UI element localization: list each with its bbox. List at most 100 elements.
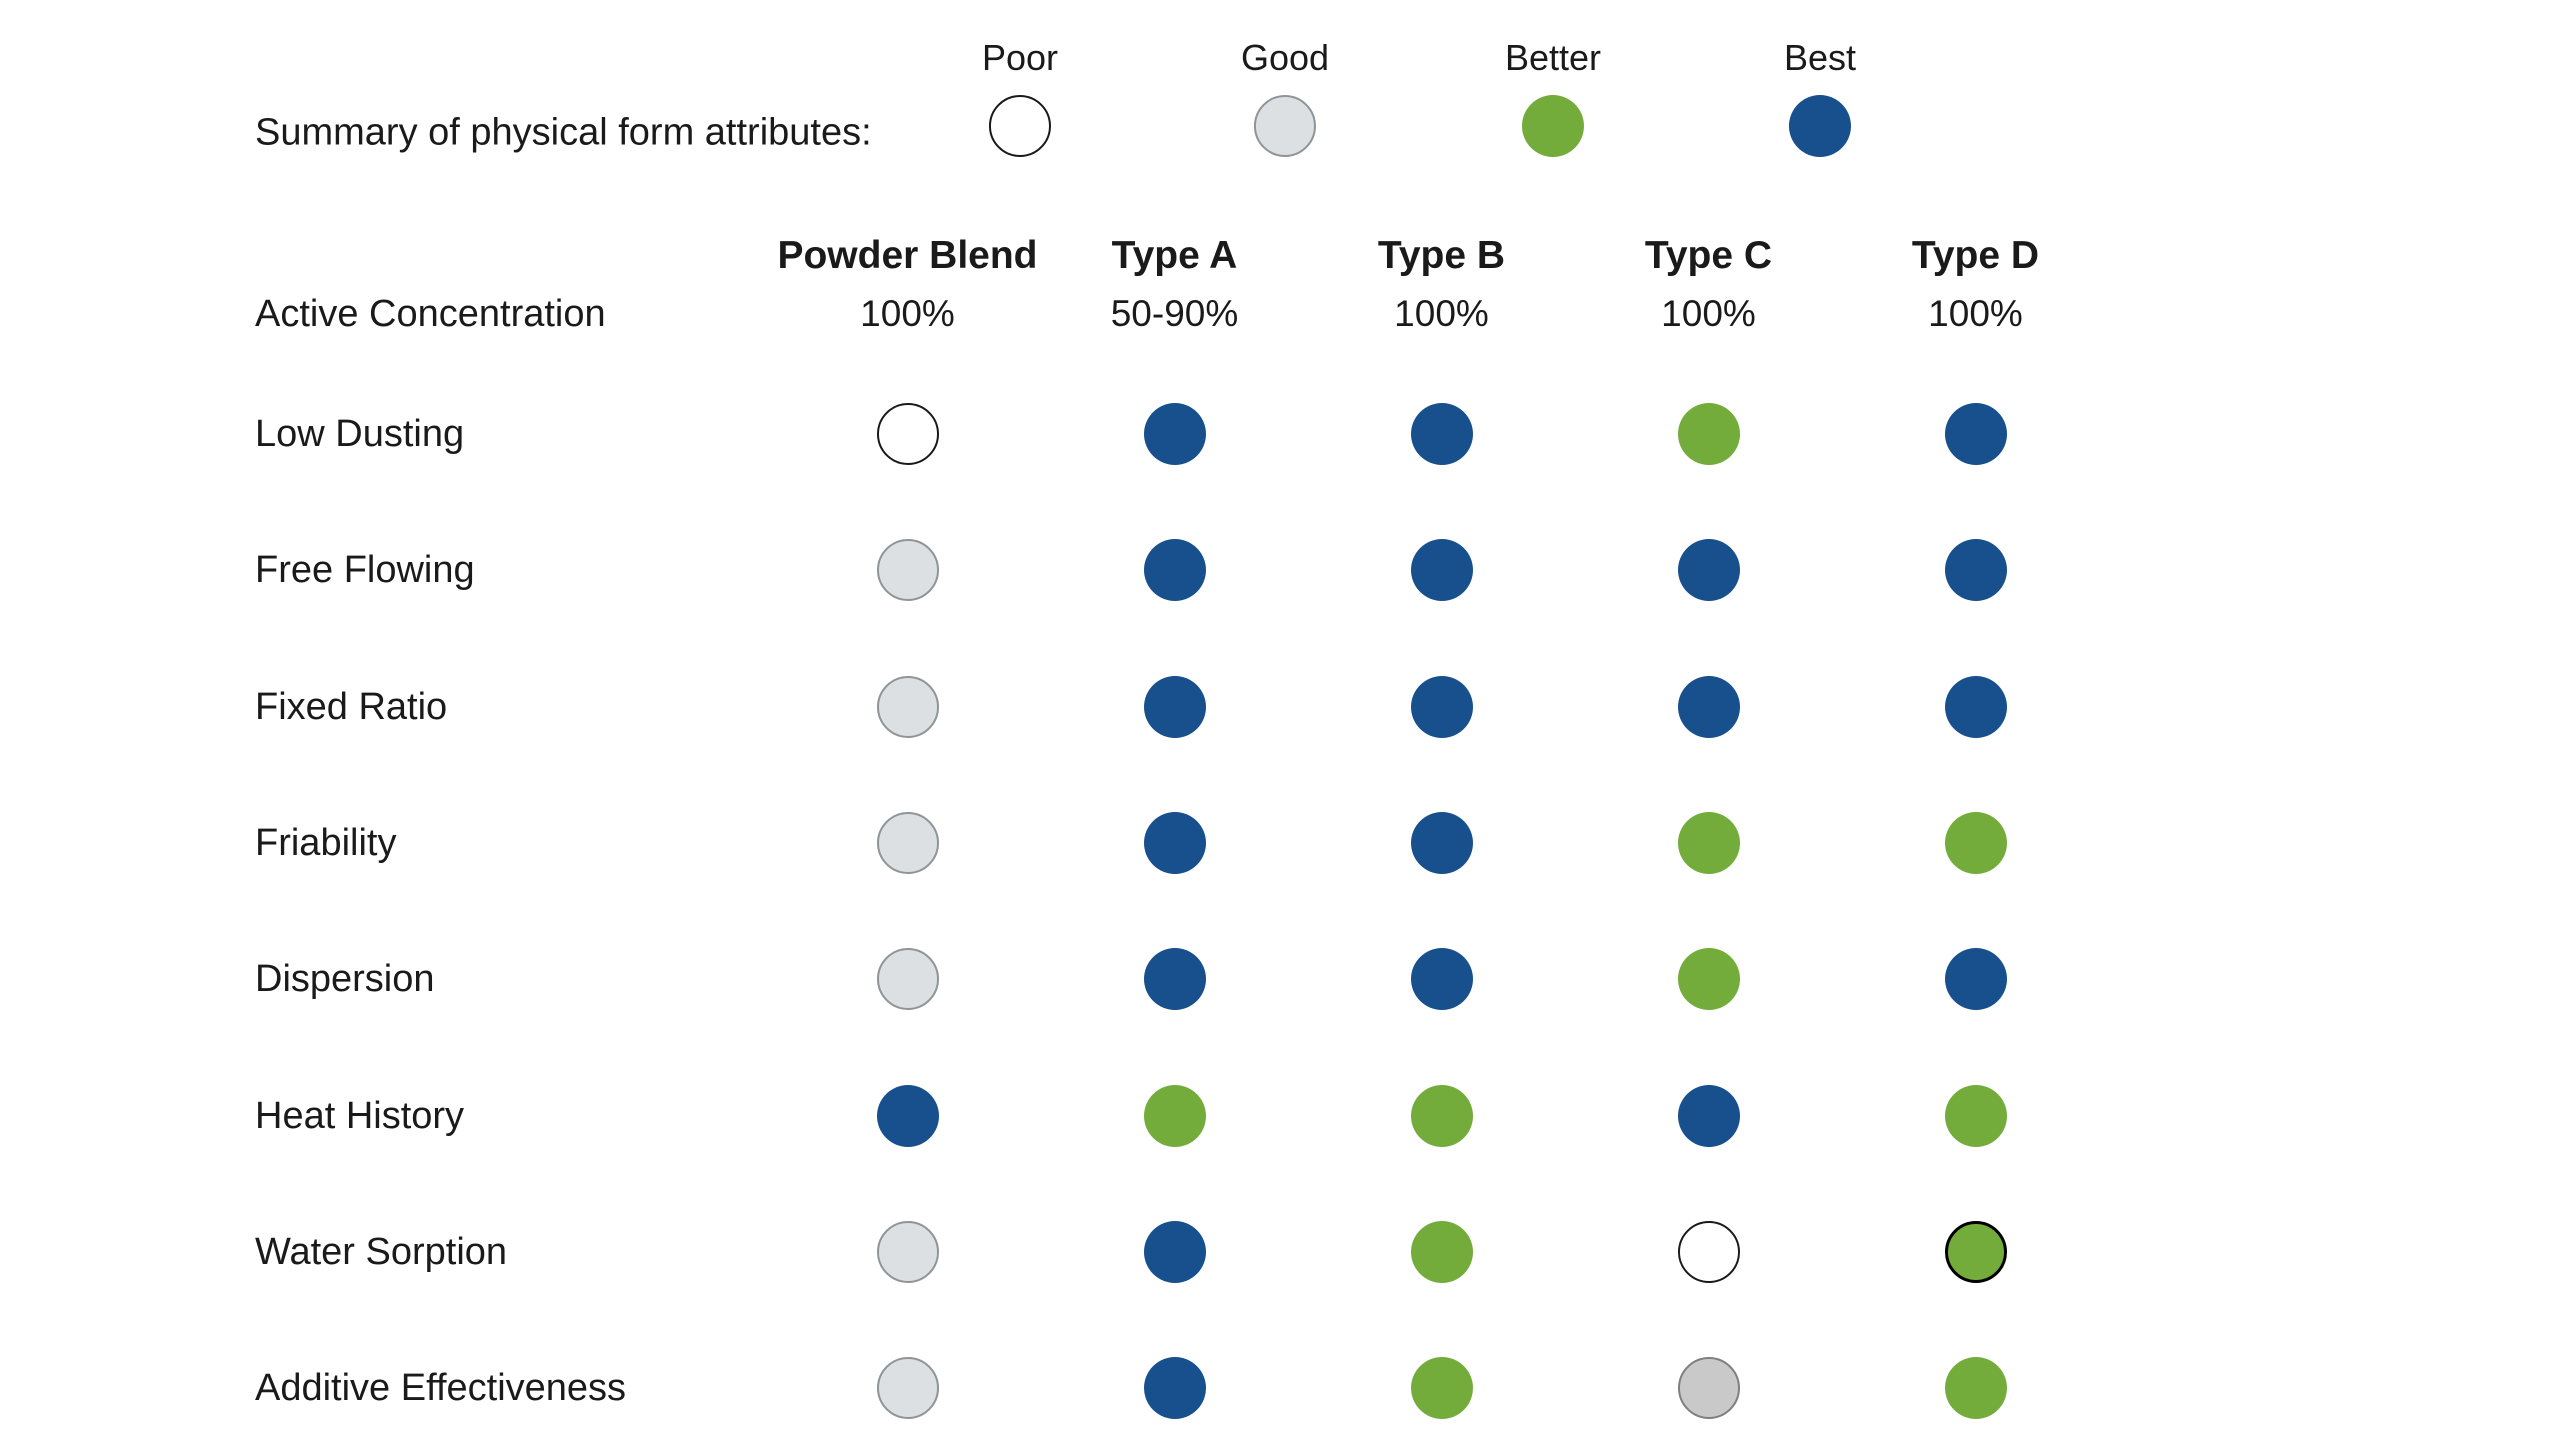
rating-cell — [1842, 676, 2109, 738]
column-header-row: Powder Blend Type A Type B Type C Type D — [255, 225, 2109, 287]
rating-dot-better — [1410, 1357, 1473, 1419]
rating-cell — [1575, 1085, 1842, 1147]
column-header-type-d: Type D — [1911, 234, 2040, 277]
column-header-type-b: Type B — [1377, 234, 1506, 277]
rating-cell — [1308, 403, 1575, 465]
rating-dot-better — [1944, 1357, 2007, 1419]
active-concentration-row: Active Concentration 100% 50-90% 100% 10… — [255, 283, 2109, 345]
active-concentration-type-d: 100% — [1928, 293, 2023, 334]
attribute-row-label: Free Flowing — [255, 548, 475, 591]
rating-dot-better — [1677, 812, 1740, 874]
rating-cell — [1041, 1357, 1308, 1419]
rating-cell — [1308, 1085, 1575, 1147]
rating-cell — [774, 812, 1041, 874]
rating-dot-best — [1677, 676, 1740, 738]
attribute-row-label: Heat History — [255, 1094, 465, 1137]
rating-dot-best — [1143, 539, 1206, 601]
rating-dot-poor — [876, 403, 939, 465]
rating-cell — [1842, 1085, 2109, 1147]
rating-dot-better — [1944, 1085, 2007, 1147]
rating-dot-best — [876, 1085, 939, 1147]
active-concentration-type-c: 100% — [1661, 293, 1756, 334]
rating-cell — [1575, 539, 1842, 601]
rating-dot-better-outlined — [1944, 1221, 2007, 1283]
rating-cell — [1041, 539, 1308, 601]
active-concentration-label: Active Concentration — [255, 292, 606, 335]
rating-cell — [1575, 403, 1842, 465]
rating-dot-best — [1410, 403, 1473, 465]
rating-cell — [1842, 539, 2109, 601]
rating-cell — [774, 1357, 1041, 1419]
rating-cell — [1308, 812, 1575, 874]
column-header-type-a: Type A — [1111, 234, 1238, 277]
legend-item-better: Better — [1505, 36, 1601, 157]
rating-dot-grey — [1677, 1357, 1740, 1419]
rating-cell — [1575, 812, 1842, 874]
rating-cell — [774, 539, 1041, 601]
legend-dot-best — [1788, 95, 1851, 157]
rating-dot-best — [1143, 1357, 1206, 1419]
rating-dot-best — [1143, 1221, 1206, 1283]
rating-cell — [1575, 948, 1842, 1010]
rating-cell — [1575, 1221, 1842, 1283]
rating-cell — [774, 948, 1041, 1010]
attribute-row: Low Dusting — [255, 403, 2109, 465]
rating-dot-better — [1143, 1085, 1206, 1147]
rating-cell — [1041, 676, 1308, 738]
rating-dot-best — [1944, 676, 2007, 738]
rating-cell — [1308, 676, 1575, 738]
rating-dot-good — [876, 1221, 939, 1283]
legend-label-better: Better — [1504, 37, 1602, 78]
rating-cell — [1041, 812, 1308, 874]
rating-dot-good — [876, 948, 939, 1010]
attribute-row: Additive Effectiveness — [255, 1357, 2109, 1419]
rating-dot-best — [1143, 948, 1206, 1010]
rating-cell — [1308, 1221, 1575, 1283]
rating-dot-good — [876, 1357, 939, 1419]
rating-dot-better — [1677, 403, 1740, 465]
rating-cell — [1842, 403, 2109, 465]
attribute-row: Fixed Ratio — [255, 676, 2109, 738]
legend-dot-better — [1521, 95, 1584, 157]
rating-dot-best — [1944, 948, 2007, 1010]
attribute-row-label: Additive Effectiveness — [255, 1366, 627, 1409]
rating-cell — [1842, 1221, 2109, 1283]
rating-dot-good — [876, 539, 939, 601]
attribute-row: Water Sorption — [255, 1221, 2109, 1283]
attribute-row: Free Flowing — [255, 539, 2109, 601]
rating-cell — [1842, 948, 2109, 1010]
rating-dot-best — [1143, 676, 1206, 738]
attribute-row: Dispersion — [255, 948, 2109, 1010]
rating-cell — [1041, 948, 1308, 1010]
rating-cell — [1308, 1357, 1575, 1419]
rating-dot-best — [1677, 539, 1740, 601]
rating-dot-poor — [1677, 1221, 1740, 1283]
legend-dot-good — [1253, 95, 1316, 157]
active-concentration-powder-blend: 100% — [860, 293, 955, 334]
rating-dot-best — [1410, 676, 1473, 738]
rating-dot-better — [1410, 1085, 1473, 1147]
legend-item-good: Good — [1241, 36, 1329, 157]
rating-cell — [1575, 676, 1842, 738]
column-header-powder-blend: Powder Blend — [777, 234, 1038, 277]
attribute-row: Friability — [255, 812, 2109, 874]
rating-dot-best — [1410, 539, 1473, 601]
legend-label-best: Best — [1783, 37, 1857, 78]
attribute-row-label: Friability — [255, 821, 397, 864]
rating-cell — [774, 403, 1041, 465]
rating-dot-best — [1143, 403, 1206, 465]
rating-cell — [1041, 1085, 1308, 1147]
attribute-row-label: Low Dusting — [255, 412, 465, 455]
legend-item-poor: Poor — [982, 36, 1058, 157]
rating-dot-good — [876, 676, 939, 738]
rating-cell — [1308, 539, 1575, 601]
rating-dot-best — [1410, 948, 1473, 1010]
attribute-row-label: Fixed Ratio — [255, 685, 448, 728]
rating-dot-better — [1677, 948, 1740, 1010]
rating-dot-best — [1410, 812, 1473, 874]
rating-cell — [1041, 1221, 1308, 1283]
attribute-row: Heat History — [255, 1085, 2109, 1147]
legend-label-poor: Poor — [981, 37, 1059, 78]
legend-item-best: Best — [1784, 36, 1856, 157]
